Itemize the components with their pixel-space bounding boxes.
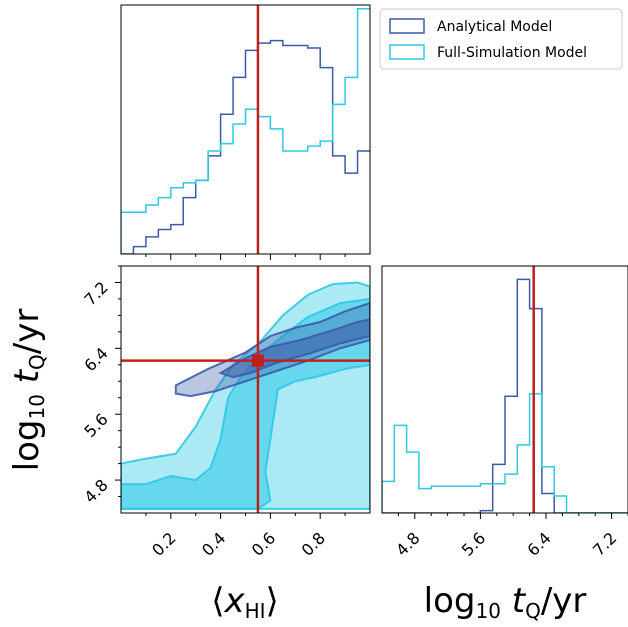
- x-tick-label-x-hi: 0.4: [198, 528, 229, 559]
- hist-log-tq-frame: [381, 265, 628, 514]
- legend-label-full-simulation: Full-Simulation Model: [437, 45, 587, 61]
- y-tick-label-log-tq: 6.4: [80, 344, 111, 375]
- hist-log-tq-panel: [381, 265, 628, 514]
- y-tick-label-log-tq: 7.2: [80, 278, 111, 309]
- hist-log-tq-series-analytical: [382, 278, 628, 513]
- x-tick-label-x-hi: 0.6: [248, 528, 279, 559]
- y-tick-label-log-tq: 5.6: [80, 410, 111, 441]
- hist-log-tq-series-full-simulation: [382, 393, 628, 513]
- legend-swatch-analytical: [389, 18, 425, 34]
- x-tick-label-x-hi: 0.2: [148, 528, 179, 559]
- legend-frame: [379, 8, 623, 70]
- y-tick-label-log-tq: 4.8: [80, 475, 111, 506]
- legend-swatch-full-simulation: [389, 44, 425, 60]
- truth-marker: [251, 354, 264, 367]
- x-tick-label-log-tq: 7.2: [589, 528, 620, 559]
- hist-x-hi-series-analytical: [121, 39, 370, 254]
- x-tick-label-x-hi: 0.8: [298, 528, 329, 559]
- x-tick-label-log-tq: 4.8: [392, 528, 423, 559]
- hist-x-hi-series-full-simulation: [121, 7, 370, 254]
- y-axis-label-log-tq: log10 tQ/yr: [7, 309, 49, 472]
- x-tick-label-log-tq: 5.6: [458, 528, 489, 559]
- x-tick-label-log-tq: 6.4: [523, 528, 554, 559]
- legend: Analytical Model Full-Simulation Model: [379, 8, 623, 70]
- legend-label-analytical: Analytical Model: [437, 19, 552, 35]
- x-axis-label-log-tq: log10 tQ/yr: [424, 581, 587, 623]
- hist-x-hi-panel: [120, 4, 371, 255]
- joint-posterior-panel: [120, 265, 371, 514]
- x-axis-label-x-hi: ⟨xHI⟩: [211, 581, 279, 623]
